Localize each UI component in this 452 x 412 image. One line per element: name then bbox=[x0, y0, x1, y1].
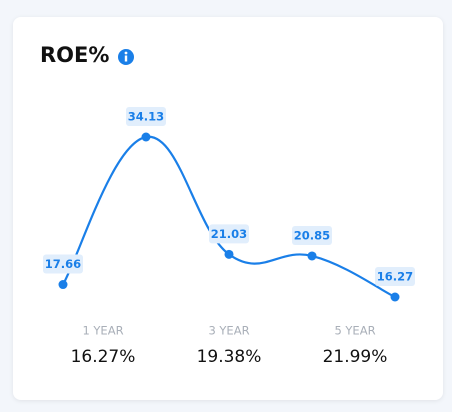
data-label-bg bbox=[292, 225, 332, 245]
point bbox=[224, 249, 234, 259]
stat-period: 5 YEAR bbox=[334, 324, 375, 338]
data-label: 34.13 bbox=[128, 110, 164, 124]
stats: 1 YEAR 16.27% 3 YEAR 19.38% 5 YEAR 21.99% bbox=[71, 324, 388, 368]
stat-value: 21.99% bbox=[323, 347, 388, 367]
data-label: 17.66 bbox=[45, 257, 81, 271]
card bbox=[13, 17, 443, 400]
data-label: 20.85 bbox=[294, 228, 330, 242]
stat-period: 1 YEAR bbox=[82, 324, 123, 338]
data-label-bg bbox=[126, 107, 166, 126]
stat-value: 16.27% bbox=[71, 347, 136, 367]
info-icon[interactable] bbox=[118, 49, 134, 65]
stat-period: 3 YEAR bbox=[208, 324, 249, 338]
card-title: ROE% bbox=[40, 43, 109, 67]
data-label: 16.27 bbox=[377, 270, 413, 284]
data-label-bg bbox=[43, 254, 83, 274]
line-chart: 17.66 34.13 21.03 20.85 16.27 bbox=[43, 107, 415, 302]
stat-value: 19.38% bbox=[197, 347, 262, 367]
point bbox=[141, 132, 151, 142]
point bbox=[58, 280, 68, 290]
point bbox=[307, 251, 317, 261]
point bbox=[390, 292, 400, 302]
data-label: 21.03 bbox=[211, 227, 247, 241]
data-label-bg bbox=[209, 224, 249, 244]
data-label-bg bbox=[375, 267, 415, 286]
